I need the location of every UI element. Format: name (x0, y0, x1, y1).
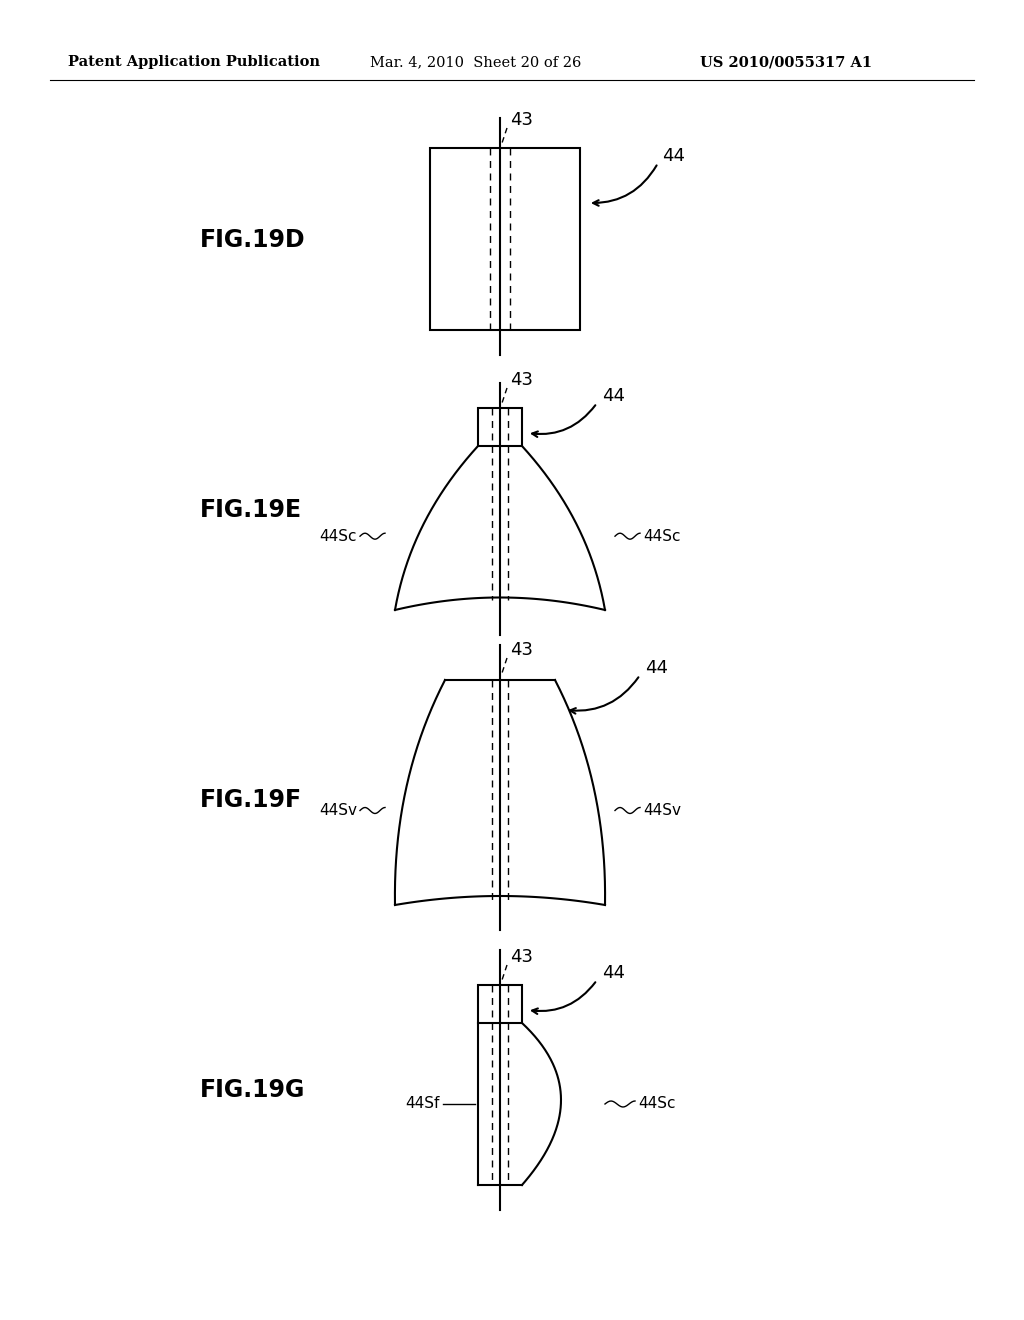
Bar (478, 985, 522, 1023)
Text: US 2010/0055317 A1: US 2010/0055317 A1 (700, 55, 872, 69)
Text: 44: 44 (645, 659, 668, 677)
Text: 44Sc: 44Sc (638, 1097, 676, 1111)
Text: 43: 43 (510, 642, 534, 659)
Text: 44: 44 (662, 147, 685, 165)
Bar (478, 408, 522, 446)
Text: 44Sc: 44Sc (319, 529, 357, 544)
Text: 43: 43 (510, 948, 534, 966)
Text: Mar. 4, 2010  Sheet 20 of 26: Mar. 4, 2010 Sheet 20 of 26 (370, 55, 582, 69)
Text: 44Sc: 44Sc (643, 529, 681, 544)
Text: 44Sv: 44Sv (319, 803, 357, 818)
Text: FIG.19G: FIG.19G (200, 1078, 305, 1102)
Text: 44Sf: 44Sf (406, 1097, 440, 1111)
Text: FIG.19E: FIG.19E (200, 498, 302, 521)
Bar (430, 148, 580, 330)
Text: 44: 44 (602, 964, 625, 982)
Text: Patent Application Publication: Patent Application Publication (68, 55, 319, 69)
Text: 44: 44 (602, 387, 625, 405)
Text: 43: 43 (510, 371, 534, 389)
Text: 43: 43 (510, 111, 534, 129)
Text: FIG.19D: FIG.19D (200, 228, 305, 252)
Text: 44Sv: 44Sv (643, 803, 681, 818)
Text: FIG.19F: FIG.19F (200, 788, 302, 812)
